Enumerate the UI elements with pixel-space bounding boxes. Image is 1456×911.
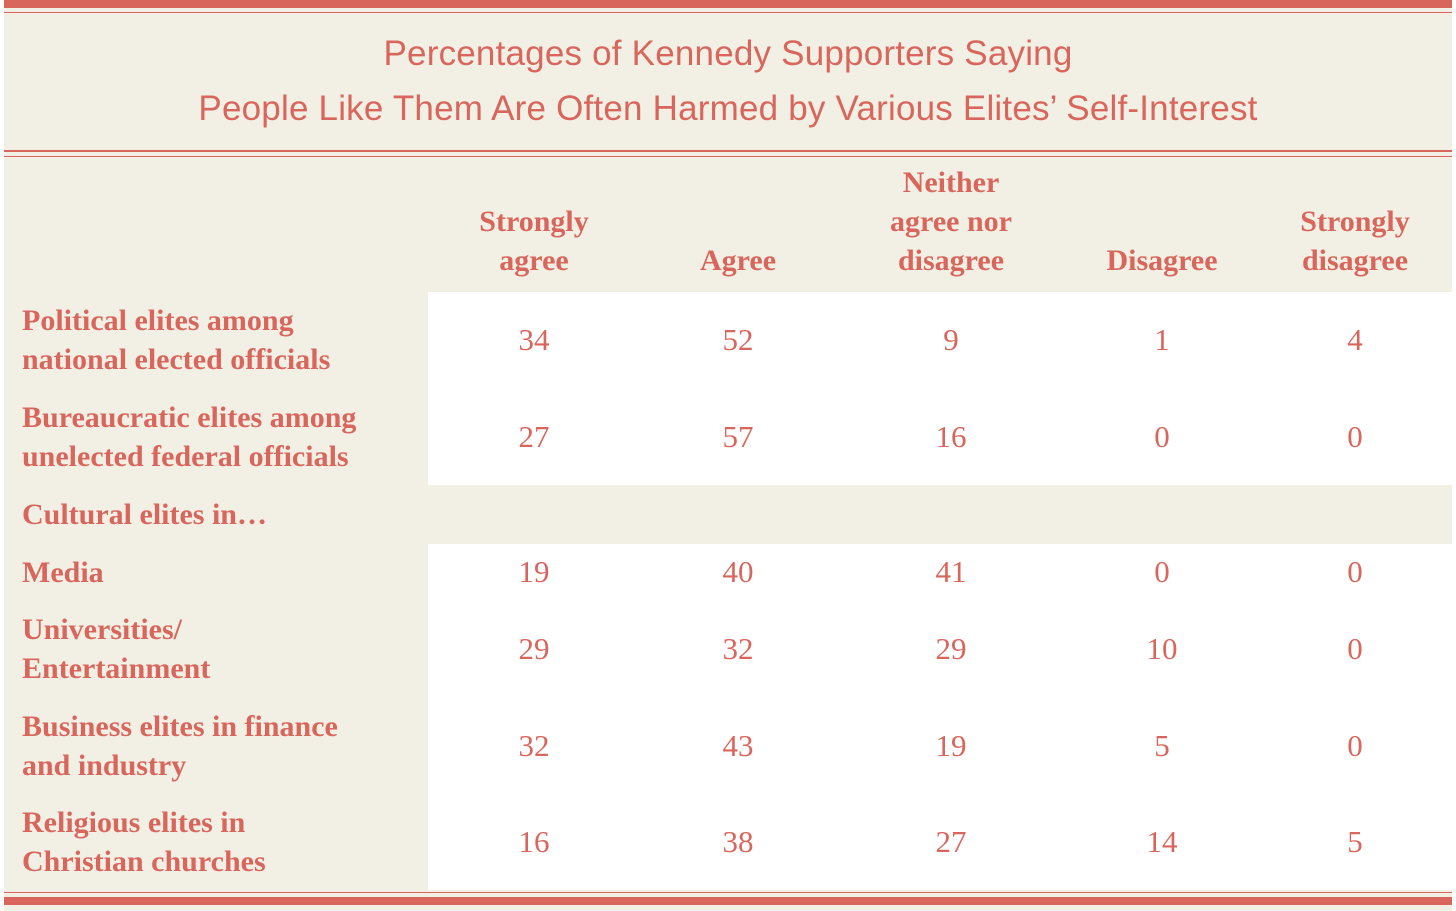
table-cell: 38 xyxy=(722,824,754,859)
table-cell: 52 xyxy=(722,322,754,357)
table-cell: 16 xyxy=(518,824,550,859)
table-cell: 34 xyxy=(518,322,550,357)
table-cell: 19 xyxy=(518,554,550,589)
table-cell: 27 xyxy=(518,418,550,454)
row-label-line: Political elites among xyxy=(22,304,294,337)
table-cell: 14 xyxy=(1146,824,1178,859)
column-header-line: Strongly xyxy=(1300,205,1410,238)
data-area-lower xyxy=(428,544,1452,890)
row-label-line: Cultural elites in… xyxy=(22,498,267,531)
title-rule xyxy=(4,150,1452,152)
table-cell: 5 xyxy=(1347,824,1363,859)
column-header: Agree xyxy=(628,241,848,280)
column-header: Strongly disagree xyxy=(1245,202,1456,280)
row-label-line: unelected federal officials xyxy=(22,439,349,473)
row-label: Cultural elites in… xyxy=(22,485,422,544)
row-label-line: Religious elites in xyxy=(22,806,246,839)
table-frame: Percentages of Kennedy Supporters Saying… xyxy=(4,0,1452,911)
row-label: Bureaucratic elites among unelected feder… xyxy=(22,388,422,485)
table-cell: 29 xyxy=(518,631,550,666)
table-cell: 4 xyxy=(1347,322,1363,357)
column-header-line: disagree xyxy=(897,244,1005,277)
table-cell: 0 xyxy=(1154,554,1170,589)
row-label-line: Entertainment xyxy=(22,652,211,685)
column-header-line: Neither xyxy=(902,166,1000,199)
bottom-rule-thin xyxy=(4,892,1452,893)
title-rule-thin xyxy=(4,156,1452,157)
table-cell: 41 xyxy=(935,554,967,589)
column-header: Disagree xyxy=(1052,241,1272,280)
data-area-upper xyxy=(428,292,1452,485)
row-label: Media xyxy=(22,544,422,600)
column-header: Strongly agree xyxy=(424,202,644,280)
row-label: Business elites in finance and industry xyxy=(22,698,422,794)
table-cell: 19 xyxy=(935,728,967,763)
table-cell: 43 xyxy=(722,728,754,763)
table-cell: 32 xyxy=(722,631,754,666)
row-label-line: and industry xyxy=(22,749,187,782)
table-cell: 16 xyxy=(935,418,967,454)
bottom-rule xyxy=(4,897,1452,905)
row-label-line: Bureaucratic elites among xyxy=(22,400,357,434)
table-title-line-1: Percentages of Kennedy Supporters Saying xyxy=(383,34,1073,73)
column-header-line: agree xyxy=(499,244,569,277)
table-cell: 27 xyxy=(935,824,967,859)
row-label: Universities/Entertainment xyxy=(22,600,422,698)
table-title-line-2: People Like Them Are Often Harmed by Var… xyxy=(198,89,1258,128)
row-label-line: Media xyxy=(22,555,104,589)
row-label-line: Christian churches xyxy=(22,845,266,878)
table-cell: 57 xyxy=(722,418,754,454)
table-cell: 9 xyxy=(943,322,959,357)
column-header: Neither agree nor disagree xyxy=(841,163,1061,280)
table-cell: 0 xyxy=(1154,418,1170,454)
table-cell: 5 xyxy=(1154,728,1170,763)
row-label-line: Universities/ xyxy=(22,613,182,646)
table-cell: 0 xyxy=(1347,418,1363,454)
top-rule xyxy=(4,0,1452,8)
table-cell: 1 xyxy=(1154,322,1170,357)
table-cell: 40 xyxy=(722,554,754,589)
column-header-line: Strongly xyxy=(479,205,589,238)
column-header-line: agree nor xyxy=(890,205,1012,238)
column-header-line: disagree xyxy=(1301,244,1409,277)
row-label: Political elites among national elected o… xyxy=(22,292,422,388)
table-cell: 0 xyxy=(1347,631,1363,666)
table-cell: 29 xyxy=(935,631,967,666)
table-cell: 0 xyxy=(1347,554,1363,589)
top-rule-thin xyxy=(4,12,1452,13)
row-label-line: national elected officials xyxy=(22,343,331,376)
table-cell: 0 xyxy=(1347,728,1363,763)
column-header-line: Agree xyxy=(699,244,777,277)
table-cell: 10 xyxy=(1146,631,1178,666)
row-label-line: Business elites in finance xyxy=(22,710,338,743)
column-header-line: Disagree xyxy=(1106,244,1218,277)
table-cell: 32 xyxy=(518,728,550,763)
row-label: Religious elites in Christian churches xyxy=(22,794,422,890)
